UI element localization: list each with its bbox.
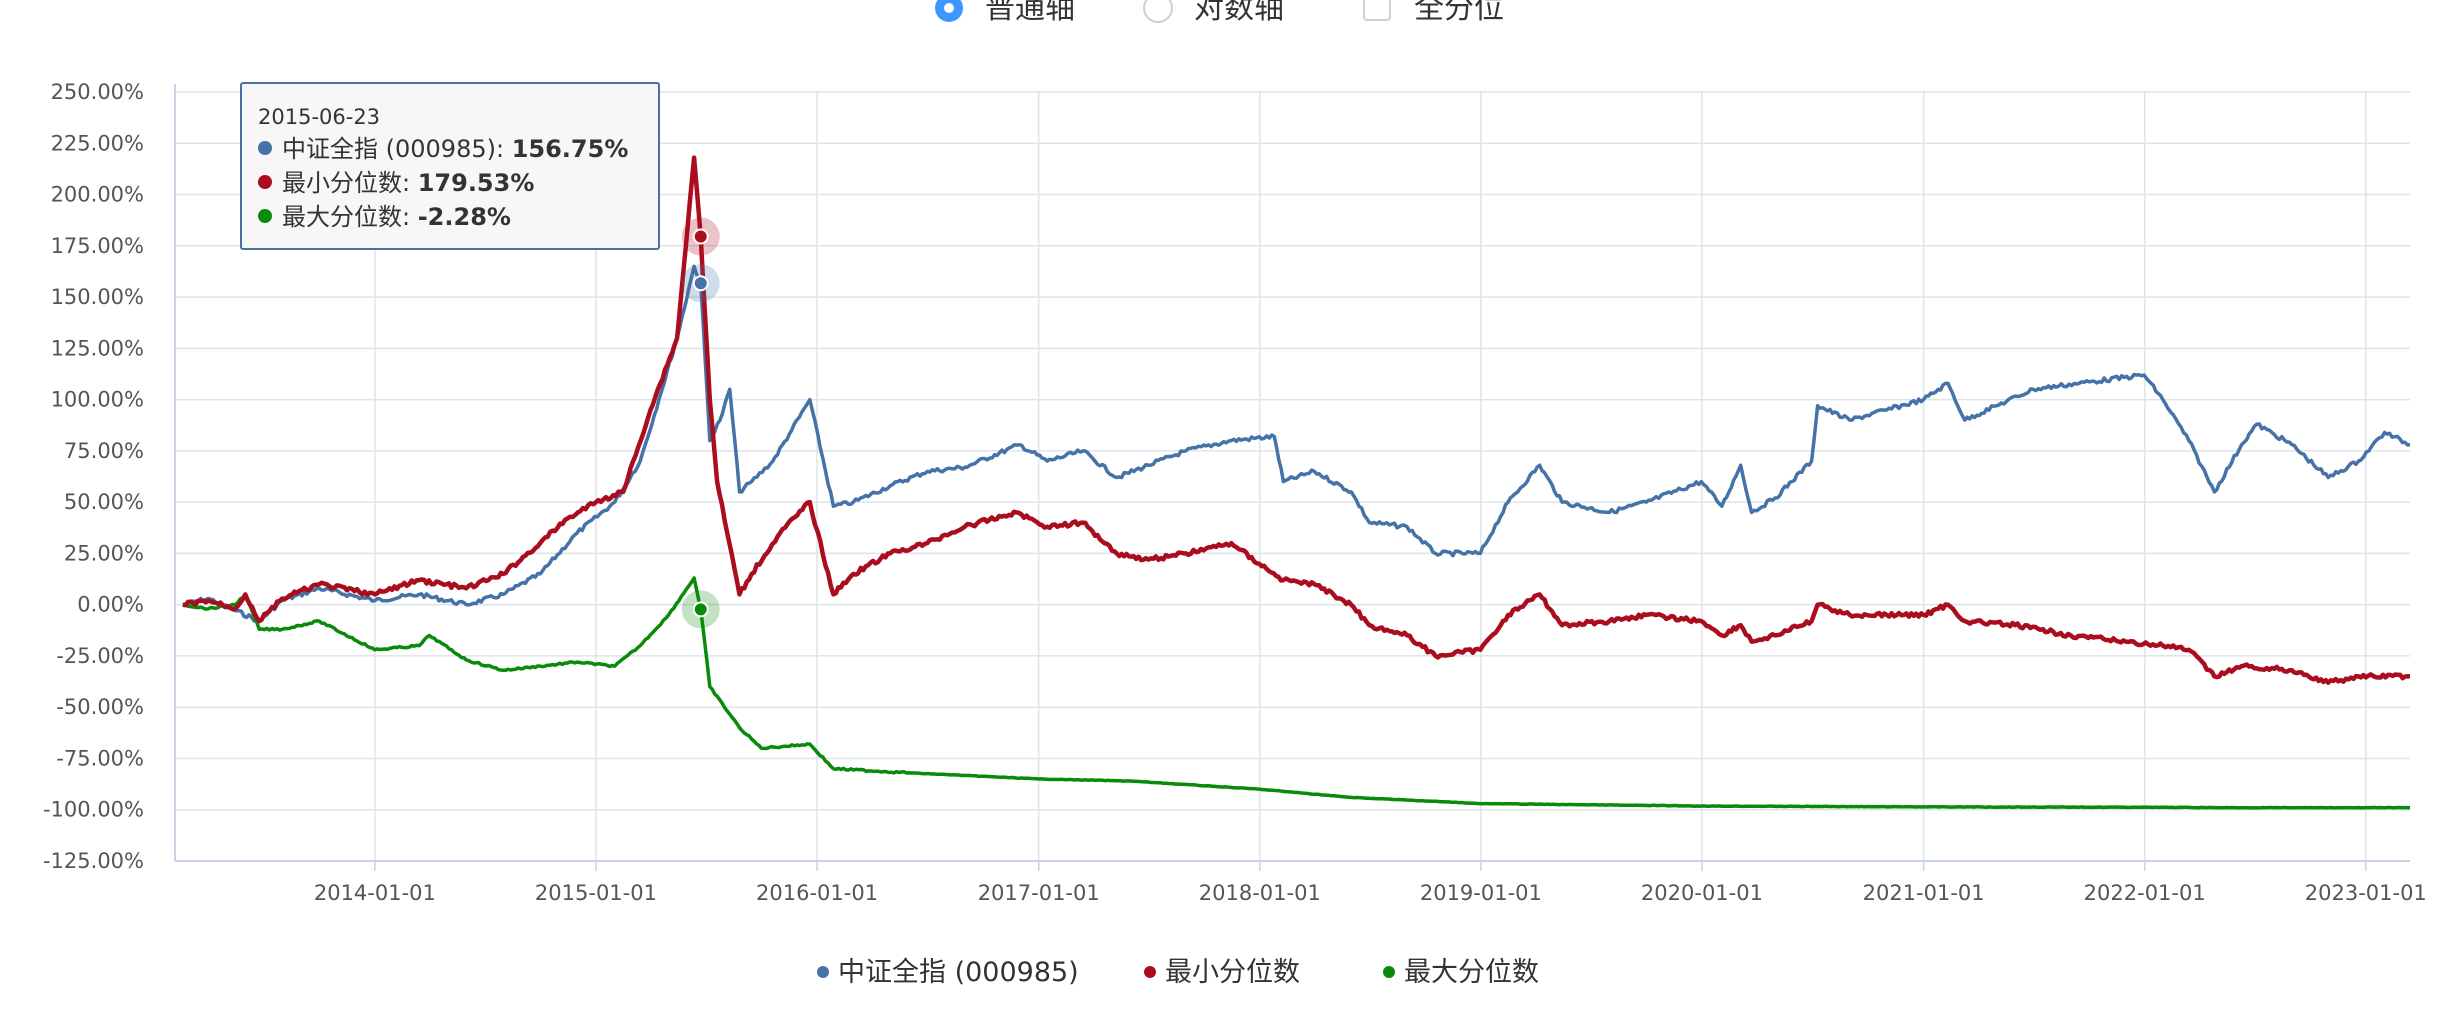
tooltip-series2-name: 最小分位数 (282, 169, 402, 197)
y-tick-label: -25.00% (56, 644, 144, 668)
tooltip-series2-marker (258, 175, 272, 189)
tooltip-series3-name: 最大分位数 (282, 203, 402, 231)
series-line-1 (182, 264, 2411, 623)
checkbox-icon (1363, 0, 1391, 21)
legend-item-series2[interactable]: 最小分位数 (1144, 957, 1300, 988)
y-tick-label: 25.00% (64, 541, 144, 565)
legend-series1-marker (817, 966, 829, 978)
tooltip-row-series1: 中证全指 (000985): 156.75% (258, 132, 642, 166)
axes: 250.00% 225.00% 200.00% 175.00% 150.00% 125.0… (43, 80, 2427, 905)
y-tick-label: 225.00% (51, 131, 144, 155)
y-tick-label: -50.00% (56, 695, 144, 719)
tooltip-separator: : (402, 203, 418, 231)
hover-point (692, 601, 709, 618)
grid (175, 91, 2410, 862)
series (182, 155, 2411, 810)
radio-log-axis[interactable]: 对数轴 (1143, 0, 1284, 26)
legend-series3-marker (1383, 966, 1395, 978)
y-tick-label: 50.00% (64, 490, 144, 514)
x-tick-label: 2019-01-01 (1420, 881, 1542, 905)
y-tick-label: -75.00% (56, 746, 144, 770)
y-tick-label: 100.00% (51, 388, 144, 412)
legend-series3-label: 最大分位数 (1404, 957, 1539, 988)
y-tick-label: 0.00% (77, 593, 144, 617)
tooltip-row-series3: 最大分位数: -2.28% (258, 200, 642, 234)
checkbox-full-quantile[interactable]: 全分位 (1363, 0, 1504, 26)
tooltip-separator: : (402, 169, 418, 197)
tooltip: 2015-06-23 中证全指 (000985): 156.75% 最小分位数:… (240, 82, 660, 250)
x-tick-label: 2023-01-01 (2305, 881, 2427, 905)
x-tick-label: 2016-01-01 (756, 881, 878, 905)
legend: 中证全指 (000985) 最小分位数 最大分位数 (817, 957, 1539, 988)
x-tick-label: 2021-01-01 (1863, 881, 1985, 905)
tooltip-separator: : (495, 135, 512, 163)
tooltip-series3-value: -2.28% (417, 203, 511, 231)
hover-point (692, 228, 709, 245)
tooltip-series2-value: 179.53% (417, 169, 535, 197)
y-tick-label: -100.00% (43, 798, 144, 822)
x-tick-label: 2022-01-01 (2084, 881, 2206, 905)
tooltip-series3-marker (258, 209, 272, 223)
legend-item-series3[interactable]: 最大分位数 (1383, 957, 1539, 988)
x-tick-label: 2018-01-01 (1199, 881, 1321, 905)
series-line-2 (182, 155, 2411, 685)
legend-series1-label: 中证全指 (000985) (838, 957, 1079, 988)
tooltip-row-series2: 最小分位数: 179.53% (258, 166, 642, 200)
tooltip-date: 2015-06-23 (258, 105, 381, 129)
series-line-3 (182, 576, 2411, 810)
x-tick-label: 2017-01-01 (978, 881, 1100, 905)
radio-normal-axis-label: 普通轴 (985, 0, 1075, 26)
radio-log-axis-label: 对数轴 (1194, 0, 1284, 26)
x-tick-label: 2014-01-01 (314, 881, 436, 905)
axis-mode-controls: 普通轴 对数轴 全分位 (935, 0, 1504, 26)
x-tick-label: 2020-01-01 (1641, 881, 1763, 905)
tooltip-series1-value: 156.75% (511, 135, 629, 163)
radio-unselected-icon (1143, 0, 1173, 23)
legend-series2-marker (1144, 966, 1156, 978)
y-tick-label: 175.00% (51, 234, 144, 258)
y-tick-label: 75.00% (64, 439, 144, 463)
y-tick-label: 125.00% (51, 336, 144, 360)
hover-markers (681, 217, 720, 629)
x-tick-label: 2015-01-01 (535, 881, 657, 905)
tooltip-series1-marker (258, 141, 272, 155)
y-tick-label: 200.00% (51, 183, 144, 207)
tooltip-series1-name: 中证全指 (000985) (282, 135, 496, 163)
legend-item-series1[interactable]: 中证全指 (000985) (817, 957, 1079, 988)
y-tick-label: 150.00% (51, 285, 144, 309)
y-tick-label: -125.00% (43, 849, 144, 873)
radio-normal-axis[interactable]: 普通轴 (935, 0, 1075, 26)
y-tick-label: 250.00% (51, 80, 144, 104)
legend-series2-label: 最小分位数 (1165, 957, 1300, 988)
checkbox-full-quantile-label: 全分位 (1414, 0, 1504, 26)
hover-point (692, 275, 709, 292)
